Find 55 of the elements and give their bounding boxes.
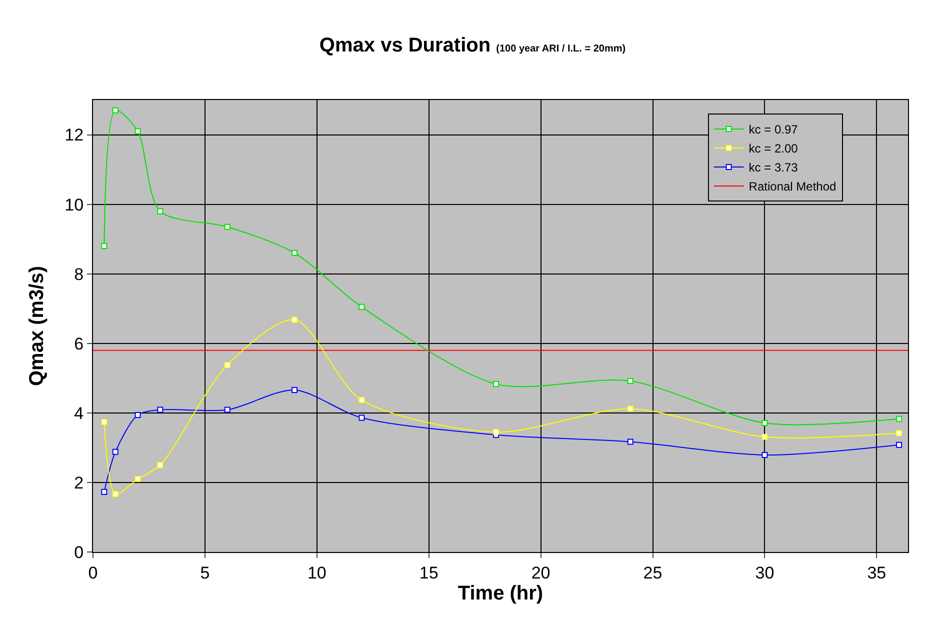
chart-title: Qmax vs Duration [319,34,491,56]
point [134,412,141,418]
point [358,397,365,404]
point [101,243,108,250]
point [224,224,230,230]
point [358,414,365,421]
x-tick-label: 0 [88,563,98,582]
x-axis-title: Time (hr) [458,582,544,604]
y-tick-label: 12 [64,126,84,145]
point [493,429,500,436]
x-tick-label: 30 [755,563,774,582]
point [292,250,298,256]
point [627,406,634,412]
chart-subtitle: (100 year ARI / I.L. = 20mm) [496,43,626,54]
legend-label: Rational Method [748,180,836,194]
point [157,406,164,413]
point [762,434,768,440]
point [762,452,768,458]
y-tick-label: 4 [74,404,84,423]
point [627,438,634,445]
point [112,490,118,497]
point [101,418,108,425]
point [292,316,298,323]
point [134,128,141,134]
x-tick-label: 5 [200,563,210,582]
y-axis-title: Qmax (m3/s) [26,266,48,386]
legend-label: kc = 0.97 [748,122,798,137]
point [896,416,902,422]
y-tick-label: 10 [64,195,84,214]
point [101,488,108,495]
point [292,386,298,393]
point [224,406,230,413]
point [358,304,365,310]
x-tick-label: 10 [307,563,326,582]
point [627,378,634,384]
point [112,107,118,114]
y-tick-label: 6 [74,334,84,354]
point [493,381,500,388]
point [157,208,164,214]
point [896,430,902,436]
y-tick-label: 8 [74,264,84,284]
legend-label: kc = 2.00 [748,142,798,156]
point [157,462,164,468]
point [112,448,118,455]
x-tick-label: 20 [531,563,550,582]
x-tick-label: 15 [419,563,438,582]
y-tick-label: 0 [74,542,84,562]
point [896,442,902,448]
point [224,362,230,368]
x-tick-label: 25 [643,563,662,582]
legend-label: kc = 3.73 [748,160,798,175]
y-tick-label: 2 [74,473,84,492]
x-tick-label: 35 [867,563,886,582]
point [134,476,141,482]
point [762,420,768,426]
